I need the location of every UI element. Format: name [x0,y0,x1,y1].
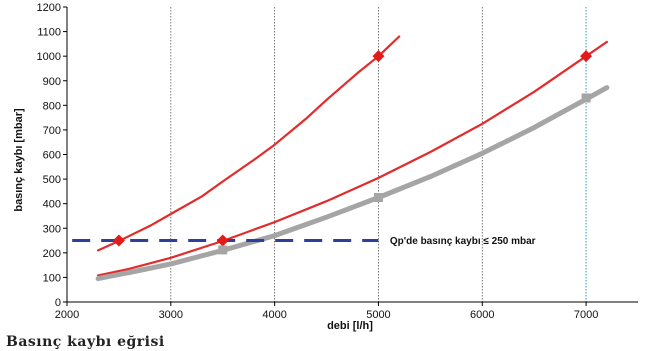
y-tick-label: 100 [43,272,61,284]
diamond-marker [372,50,385,63]
x-tick-label: 3000 [159,309,183,321]
y-tick-label: 1200 [37,2,61,14]
y-tick-label: 1100 [37,27,61,39]
y-tick-label: 0 [55,297,61,309]
x-tick-label: 6000 [470,309,494,321]
marker-layer [112,50,593,255]
square-marker [581,93,591,103]
square-marker [218,245,228,255]
y-tick-label: 400 [43,199,61,211]
square-marker [373,193,383,203]
y-tick-label: 200 [43,248,61,260]
x-tick-label: 5000 [366,309,390,321]
y-tick-label: 300 [43,223,61,235]
chart-caption: Basınç kaybı eğrisi [6,334,165,350]
diamond-marker [580,50,593,63]
x-tick-label: 2000 [55,309,79,321]
y-tick-label: 900 [43,76,61,88]
x-tick-label: 4000 [262,309,286,321]
y-tick-label: 700 [43,125,61,137]
y-axis-title: basınç kaybı [mbar] [13,108,25,212]
y-tick-label: 800 [43,100,61,112]
series-layer [95,35,610,282]
series-line-1 [96,35,401,252]
y-tick-label: 1000 [37,51,61,63]
axis-layer [63,6,638,306]
series-line-3 [95,85,610,282]
label-layer: 0 100 200 300 400 500 600 700 800 900 1000 1100 1200… [37,2,599,321]
diamond-marker [216,234,229,247]
threshold-annotation: Qp'de basınç kaybı ≤ 250 mbar [390,236,536,247]
diamond-marker [112,234,125,247]
y-tick-label: 500 [43,174,61,186]
y-tick-label: 600 [43,150,61,162]
series-line-2 [96,40,609,277]
x-axis-title: debi [l/h] [327,320,373,332]
x-tick-label: 7000 [574,309,598,321]
